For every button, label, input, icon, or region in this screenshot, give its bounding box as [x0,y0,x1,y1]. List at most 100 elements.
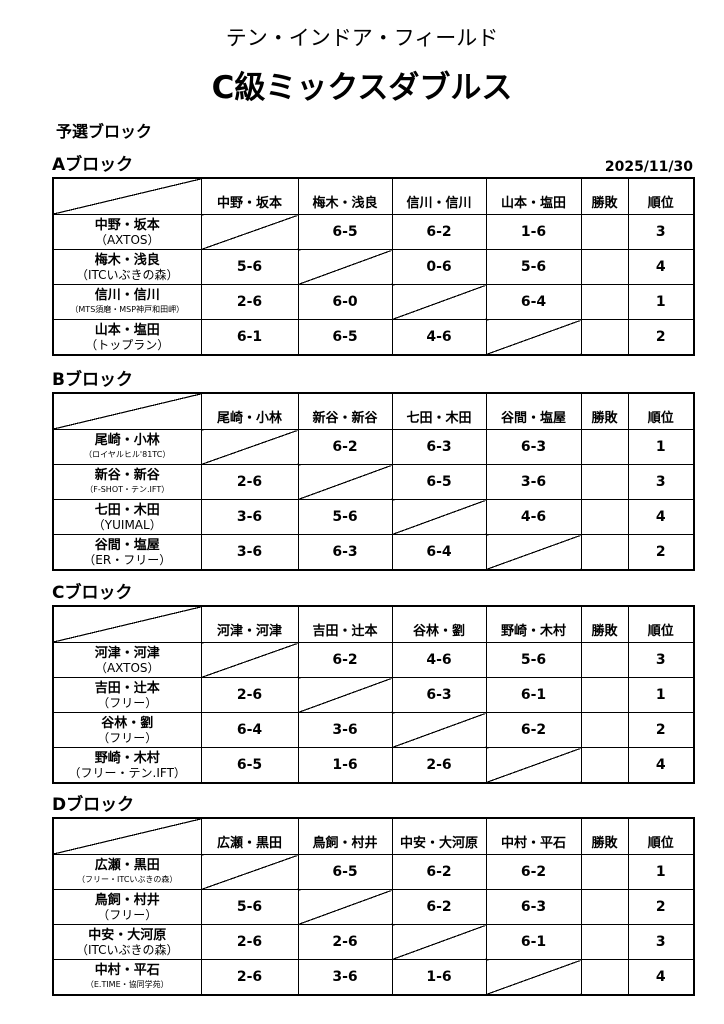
winloss-cell [580,214,629,250]
score-cell: 6-1 [485,677,582,713]
self-match-cell [200,854,299,890]
score-cell: 2-6 [391,747,487,784]
team-name: 吉田・辻本 [94,680,160,696]
self-match-cell [391,924,487,960]
table-row: 中安・大河原 （ITCいぶきの森） 2-6 2-6 6-1 3 [52,924,695,960]
self-match-cell [297,889,393,925]
table-row: 新谷・新谷 （F-SHOT・テン.IFT） 2-6 6-5 3-6 3 [52,464,695,500]
rank-cell: 4 [627,959,695,996]
table-row: 七田・木田 （YUIMAL） 3-6 5-6 4-6 4 [52,499,695,535]
block-title: Cブロック [52,583,133,603]
winloss-cell [580,429,629,465]
team-name: 信川・信川 [94,287,160,303]
winloss-cell [580,889,629,925]
team-cell: 谷間・塩屋 （ER・フリー） [52,534,202,571]
column-header: 尾崎・小林 [200,392,299,430]
team-name: 七田・木田 [94,502,160,518]
score-cell: 3-6 [297,712,393,748]
score-cell: 6-3 [297,534,393,571]
column-header: 七田・木田 [391,392,487,430]
rank-cell: 3 [627,642,695,678]
team-club: （ITCいぶきの森） [75,267,179,282]
team-club: （トップラン） [85,337,170,352]
self-match-cell [200,642,299,678]
table-row: 中村・平石 （E.TIME・協同学苑） 2-6 3-6 1-6 4 [52,959,695,996]
column-header: 山本・塩田 [485,177,582,215]
team-club: （フリー） [97,907,158,922]
rank-cell: 1 [627,284,695,320]
self-match-cell [391,499,487,535]
winloss-cell [580,747,629,784]
score-cell: 1-6 [391,959,487,996]
rank-cell: 4 [627,499,695,535]
column-header: 谷間・塩屋 [485,392,582,430]
score-cell: 6-2 [391,889,487,925]
score-cell: 6-2 [391,214,487,250]
winloss-cell [580,712,629,748]
table-row: 谷林・劉 （フリー） 6-4 3-6 6-2 2 [52,712,695,748]
rank-cell: 1 [627,854,695,890]
corner-cell [52,392,202,430]
header-row: 広瀬・黒田 鳥飼・村井 中安・大河原 中村・平石 勝敗 順位 [52,817,695,855]
rank-header: 順位 [627,605,695,643]
corner-cell [52,817,202,855]
rank-header: 順位 [627,177,695,215]
winloss-cell [580,677,629,713]
team-club: （E.TIME・協同学苑） [85,979,169,989]
score-cell: 6-5 [297,319,393,356]
rank-cell: 4 [627,249,695,285]
score-cell: 6-5 [297,854,393,890]
rank-cell: 3 [627,464,695,500]
block-c: Cブロック 河津・河津 吉田・辻本 谷林・劉 野崎・木村 勝敗 順位 河津・河津 （AXTOS）… [52,581,695,784]
score-cell: 1-6 [297,747,393,784]
rank-cell: 4 [627,747,695,784]
header-row: 中野・坂本 梅木・浅良 信川・信川 山本・塩田 勝敗 順位 [52,177,695,215]
results-table: 中野・坂本 梅木・浅良 信川・信川 山本・塩田 勝敗 順位 中野・坂本 （AXTOS） 6-5 6… [52,177,695,356]
score-cell: 2-6 [200,464,299,500]
block-title: Bブロック [52,370,133,390]
column-header: 鳥飼・村井 [297,817,393,855]
score-cell: 6-5 [297,214,393,250]
table-row: 山本・塩田 （トップラン） 6-1 6-5 4-6 2 [52,319,695,356]
team-cell: 中野・坂本 （AXTOS） [52,214,202,250]
score-cell: 3-6 [485,464,582,500]
team-cell: 広瀬・黒田 （フリー・ITCいぶきの森） [52,854,202,890]
team-club: （ロイヤルヒル'81TC） [84,449,171,459]
self-match-cell [297,677,393,713]
rank-cell: 2 [627,712,695,748]
table-row: 信川・信川 （MTS須磨・MSP神戸和田岬） 2-6 6-0 6-4 1 [52,284,695,320]
self-match-cell [200,214,299,250]
score-cell: 5-6 [485,642,582,678]
score-cell: 6-3 [391,677,487,713]
winloss-cell [580,642,629,678]
winloss-cell [580,959,629,996]
team-name: 中村・平石 [94,962,160,978]
self-match-cell [485,319,582,356]
rank-cell: 3 [627,214,695,250]
winloss-cell [580,534,629,571]
team-cell: 山本・塩田 （トップラン） [52,319,202,356]
winloss-cell [580,499,629,535]
team-club: （AXTOS） [94,232,160,247]
winloss-header: 勝敗 [580,605,629,643]
column-header: 中野・坂本 [200,177,299,215]
winloss-header: 勝敗 [580,817,629,855]
table-row: 中野・坂本 （AXTOS） 6-5 6-2 1-6 3 [52,214,695,250]
column-header: 河津・河津 [200,605,299,643]
table-row: 梅木・浅良 （ITCいぶきの森） 5-6 0-6 5-6 4 [52,249,695,285]
score-cell: 2-6 [200,677,299,713]
score-cell: 2-6 [200,959,299,996]
table-row: 尾崎・小林 （ロイヤルヒル'81TC） 6-2 6-3 6-3 1 [52,429,695,465]
score-cell: 6-3 [391,429,487,465]
team-cell: 吉田・辻本 （フリー） [52,677,202,713]
team-club: （フリー） [97,730,158,745]
winloss-header: 勝敗 [580,177,629,215]
results-table: 広瀬・黒田 鳥飼・村井 中安・大河原 中村・平石 勝敗 順位 広瀬・黒田 （フリー・ITCいぶ… [52,817,695,996]
self-match-cell [485,534,582,571]
self-match-cell [297,249,393,285]
rank-header: 順位 [627,392,695,430]
score-cell: 6-2 [297,642,393,678]
team-name: 梅木・浅良 [94,252,160,268]
score-cell: 6-2 [391,854,487,890]
block-a: Aブロック 2025/11/30 中野・坂本 梅木・浅良 信川・信川 山本・塩田 勝敗 順位中… [52,153,695,356]
